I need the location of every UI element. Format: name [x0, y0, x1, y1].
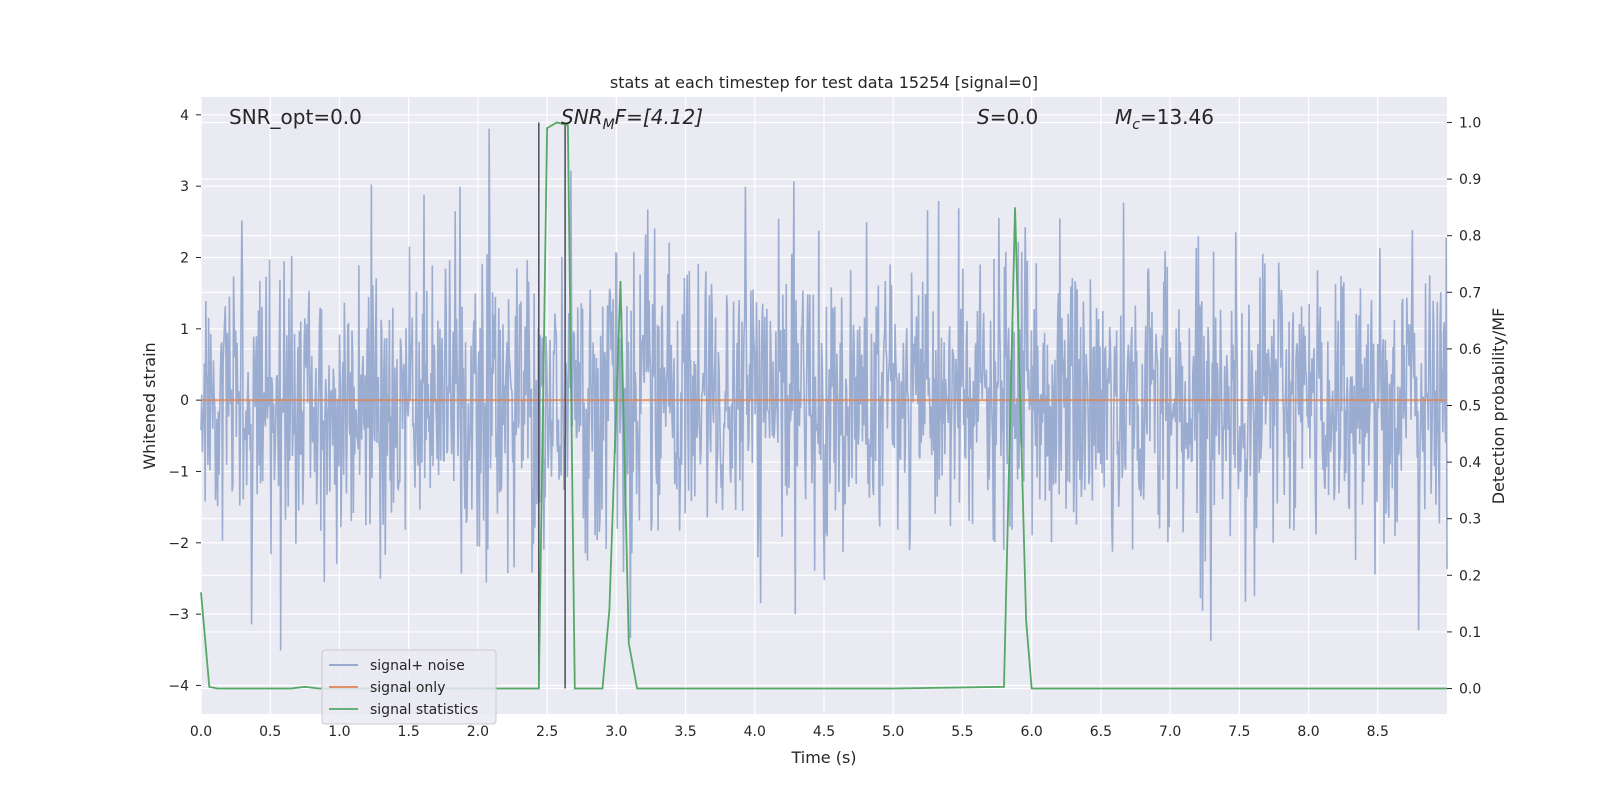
- y-tick-label: −4: [168, 678, 189, 694]
- y-right-tick-label: 1.0: [1459, 115, 1481, 131]
- grid-lines: [200, 97, 1447, 714]
- x-tick-label: 5.5: [951, 724, 973, 740]
- x-tick-label: 8.0: [1297, 724, 1319, 740]
- x-tick-label: 6.0: [1021, 724, 1043, 740]
- x-tick-label: 4.5: [813, 724, 835, 740]
- chart-title: stats at each timestep for test data 152…: [610, 73, 1038, 92]
- y-tick-label: 0: [180, 393, 189, 409]
- y-right-tick-label: 0.4: [1459, 455, 1481, 471]
- x-tick-label: 5.0: [882, 724, 904, 740]
- y-axis-right-label: Detection probability/MF: [1489, 308, 1508, 505]
- x-tick-label: 4.0: [744, 724, 766, 740]
- y-right-tick-label: 0.8: [1459, 229, 1481, 245]
- legend-label-signal-statistics: signal statistics: [370, 702, 478, 718]
- x-tick-label: 2.0: [467, 724, 489, 740]
- signal-statistics-line: [200, 121, 1447, 690]
- y-right-tick-label: 0.7: [1459, 285, 1481, 301]
- y-tick-label: 1: [180, 322, 189, 338]
- y-right-tick-label: 0.1: [1459, 625, 1481, 641]
- x-tick-label: 6.5: [1090, 724, 1112, 740]
- x-tick-label: 3.0: [605, 724, 627, 740]
- y-tick-label: 3: [180, 179, 189, 195]
- signal-statistics-series: [200, 121, 1447, 690]
- x-tick-label: 8.5: [1367, 724, 1389, 740]
- y-right-tick-label: 0.5: [1459, 399, 1481, 415]
- x-tick-label: 1.5: [398, 724, 420, 740]
- y-tick-label: −2: [168, 536, 189, 552]
- y-tick-label: −3: [168, 607, 189, 623]
- annotation-s: S=0.0: [977, 105, 1038, 129]
- marker-lines: [538, 122, 566, 689]
- legend-label-signal-noise: signal+ noise: [370, 658, 465, 674]
- x-tick-label: 2.5: [536, 724, 558, 740]
- y-right-tick-label: 0.9: [1459, 172, 1481, 188]
- x-tick-label: 7.0: [1159, 724, 1181, 740]
- y-tick-label: −1: [168, 464, 189, 480]
- annotation-snr-opt: SNR_opt=0.0: [229, 105, 362, 129]
- x-tick-label: 0.0: [190, 724, 212, 740]
- tick-labels: 0.0 0.5 1.0 1.5 2.0 2.5 3.0 3.5 4.0 4.5 5.0 5.5 6.0 6…: [168, 108, 1481, 740]
- signal-noise-line: [200, 128, 1448, 651]
- legend-box: [321, 649, 497, 725]
- y-tick-label: 4: [180, 108, 189, 124]
- x-tick-label: 7.5: [1228, 724, 1250, 740]
- y-right-tick-label: 0.0: [1459, 682, 1481, 698]
- annotation-mc: Mc=13.46: [1115, 105, 1214, 133]
- legend: signal+ noise signal only signal statist…: [321, 649, 497, 725]
- y-right-tick-label: 0.3: [1459, 512, 1481, 528]
- x-tick-label: 3.5: [674, 724, 696, 740]
- y-right-tick-label: 0.2: [1459, 568, 1481, 584]
- annotation-snr-mf: SNRMF=[4.12]: [561, 105, 703, 133]
- x-tick-label: 0.5: [259, 724, 281, 740]
- y-axis-label: Whitened strain: [140, 342, 159, 469]
- x-axis-label: Time (s): [790, 748, 856, 767]
- x-tick-label: 1.0: [328, 724, 350, 740]
- legend-label-signal-only: signal only: [370, 680, 445, 696]
- y-right-tick-label: 0.6: [1459, 342, 1481, 358]
- signal-noise-series: [200, 128, 1448, 651]
- y-tick-label: 2: [180, 250, 189, 266]
